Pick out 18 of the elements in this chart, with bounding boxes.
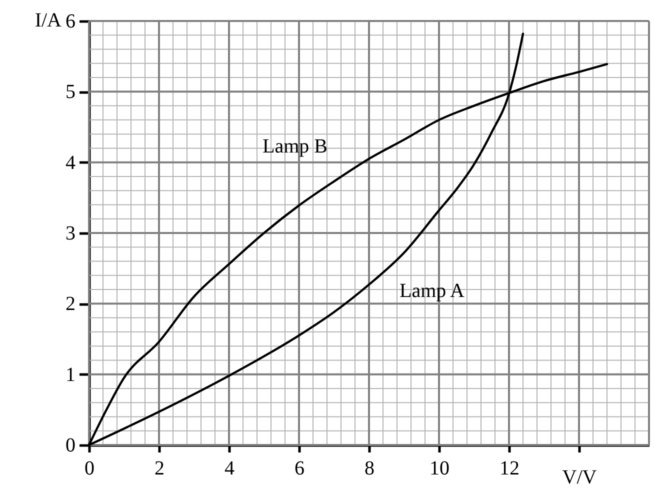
y-tick-label: 6 — [66, 10, 76, 32]
x-tick-label: 4 — [224, 458, 234, 480]
series-label: Lamp A — [400, 280, 466, 302]
x-tick-label: 0 — [84, 458, 94, 480]
x-axis-title: V/V — [562, 466, 598, 488]
x-tick-label: 2 — [154, 458, 164, 480]
y-tick-label: 3 — [66, 222, 76, 244]
x-tick-label: 10 — [430, 458, 450, 480]
y-tick-label: 0 — [66, 434, 76, 456]
series-label: Lamp B — [262, 135, 328, 158]
y-tick-label: 1 — [66, 364, 76, 386]
x-tick-label: 8 — [364, 458, 374, 480]
y-tick-label: 5 — [66, 81, 76, 104]
x-tick-label: 6 — [294, 458, 304, 480]
y-axis-title: I/A — [34, 10, 62, 32]
x-tick-label: 12 — [500, 458, 520, 480]
y-tick-label: 4 — [66, 152, 76, 174]
y-tick-label: 2 — [66, 293, 76, 316]
